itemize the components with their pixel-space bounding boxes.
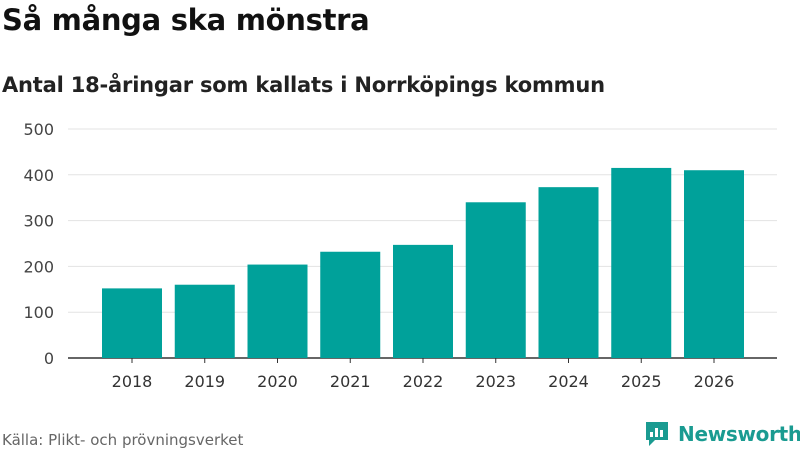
x-tick-label: 2026 [694,372,735,391]
bar-2021 [320,251,381,358]
y-tick-label: 0 [44,349,54,368]
chart-subtitle: Antal 18-åringar som kallats i Norrköpin… [2,73,605,97]
bar-chart: 0 100 200 300 400 500 2018 2019 2020 2021 2022 2023… [23,120,777,391]
bar-2020 [247,264,308,358]
x-tick-label: 2019 [184,372,225,391]
bar-2026 [684,170,744,358]
x-tick-label: 2022 [403,372,444,391]
x-tick-label: 2023 [475,372,516,391]
y-tick-label: 400 [23,166,54,185]
x-tick-label: 2020 [257,372,298,391]
chart-title: Så många ska mönstra [2,3,370,37]
x-tick-label: 2025 [621,372,662,391]
bar-2022 [393,244,453,358]
bar-2018 [102,288,162,358]
y-tick-label: 100 [23,303,54,322]
newsworthy-logo-text: Newsworthy [678,422,800,446]
y-tick-label: 500 [23,120,54,139]
x-tick-label: 2021 [330,372,371,391]
y-tick-label: 300 [23,212,54,231]
bar-2019 [174,284,235,358]
bar-2024 [538,187,599,358]
bar-2025 [611,167,672,358]
x-tick-label: 2018 [112,372,153,391]
x-tick-label: 2024 [548,372,589,391]
source-note: Källa: Plikt- och prövningsverket [2,431,244,449]
y-tick-label: 200 [23,257,54,276]
bar-2023 [465,202,526,358]
newsworthy-logo[interactable]: Newsworthy [644,420,800,448]
newsworthy-logo-icon [646,422,668,446]
